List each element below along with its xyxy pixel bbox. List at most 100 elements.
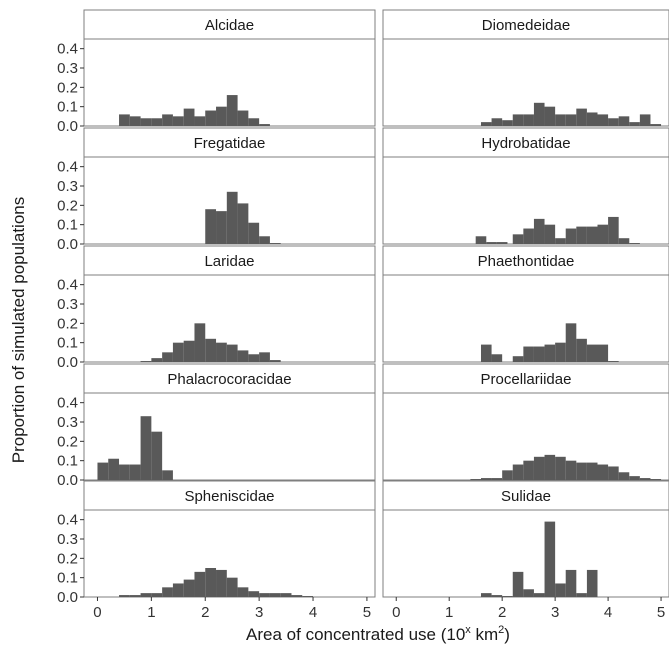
histogram-bar (502, 470, 513, 480)
facet-bars (480, 102, 662, 126)
histogram-bar (555, 342, 566, 362)
x-tick-label: 5 (363, 604, 371, 621)
y-axis-alcidae: 0.0 0.1 0.2 0.3 0.4 (57, 41, 84, 135)
x-tick-label: 2 (498, 604, 506, 621)
histogram-bar (237, 110, 249, 126)
histogram-bar (237, 350, 249, 362)
histogram-bar (129, 464, 141, 480)
x-tick-label: 5 (657, 604, 665, 621)
y-tick-label: 0.0 (57, 472, 78, 489)
histogram-bar (119, 464, 130, 480)
y-tick-label: 0.0 (57, 354, 78, 371)
histogram-bar (586, 462, 598, 480)
x-tick-label: 3 (551, 604, 559, 621)
facet-alcidae: Alcidae (83, 9, 376, 127)
histogram-bar (618, 116, 630, 126)
facet-strip-label: Diomedeidae (482, 17, 570, 34)
facet-spheniscidae: Spheniscidae (83, 480, 376, 598)
y-tick-label: 0.0 (57, 589, 78, 606)
x-axis-title-part2: km (471, 625, 498, 644)
y-tick-label: 0.1 (57, 335, 78, 352)
facet-bars (475, 216, 640, 244)
facet-strip (83, 9, 376, 40)
histogram-bar (608, 216, 619, 244)
histogram-bar (629, 476, 640, 480)
histogram-bar (533, 456, 545, 480)
histogram-bar (269, 593, 281, 597)
histogram-bar (194, 571, 206, 597)
facet-strip (382, 9, 669, 40)
histogram-bar (597, 464, 609, 480)
x-axis-col-1: 0 1 2 3 4 5 (93, 597, 371, 621)
histogram-bar (119, 595, 130, 597)
x-tick-label: 2 (201, 604, 209, 621)
facet-hydrobatidae: Hydrobatidae (382, 127, 669, 245)
facet-bars (480, 521, 598, 597)
facet-strip (382, 363, 669, 394)
histogram-bar (608, 361, 619, 362)
facet-plot-frame (83, 392, 376, 481)
y-tick-label: 0.1 (57, 570, 78, 587)
facet-fregatidae: Fregatidae (83, 127, 376, 245)
histogram-bar (151, 358, 163, 362)
histogram-bar (194, 116, 206, 126)
histogram-bar (302, 596, 314, 597)
facet-strip-label: Fregatidae (194, 135, 266, 152)
histogram-bar (608, 118, 619, 126)
histogram-bar (597, 114, 609, 126)
histogram-bar (486, 242, 497, 244)
y-tick-label: 0.2 (57, 79, 78, 96)
histogram-bar (480, 344, 492, 362)
histogram-bar (216, 106, 227, 126)
histogram-bar (205, 209, 217, 244)
histogram-bar (544, 106, 556, 126)
y-tick-label: 0.2 (57, 433, 78, 450)
histogram-bar (226, 344, 238, 362)
y-tick-label: 0.4 (57, 512, 78, 529)
histogram-bar (226, 95, 238, 126)
x-axis-title-part1: Area of concentrated use (10 (246, 625, 465, 644)
facet-strip-label: Spheniscidae (184, 488, 274, 505)
y-tick-label: 0.2 (57, 197, 78, 214)
facet-strip (382, 127, 669, 158)
y-tick-label: 0.4 (57, 159, 78, 176)
y-tick-label: 0.0 (57, 236, 78, 253)
histogram-bar (639, 114, 651, 126)
x-axes: 0 1 2 3 4 5 0 1 2 3 4 5 (93, 597, 665, 621)
histogram-bar (533, 218, 545, 244)
histogram-bar (480, 478, 492, 480)
histogram-bar (639, 478, 651, 480)
histogram-bar (586, 344, 598, 362)
histogram-bar (544, 521, 556, 597)
histogram-bar (491, 354, 503, 362)
histogram-bar (491, 118, 503, 126)
facet-strip (83, 127, 376, 158)
histogram-bar (512, 356, 524, 362)
histogram-bar (565, 569, 577, 597)
x-axis-title: Area of concentrated use (10x km2) (246, 624, 510, 644)
histogram-bar (576, 593, 587, 597)
x-tick-label: 0 (392, 604, 400, 621)
histogram-bar (496, 242, 508, 244)
y-tick-label: 0.1 (57, 453, 78, 470)
histogram-bar (555, 114, 566, 126)
histogram-bar (216, 342, 227, 362)
histogram-bar (129, 116, 141, 126)
histogram-bar (172, 116, 184, 126)
y-axis-phalacrocoracidae: 0.0 0.1 0.2 0.3 0.4 (57, 395, 84, 489)
histogram-bar (523, 228, 534, 244)
histogram-bar (523, 346, 534, 362)
histogram-bar (576, 226, 587, 244)
histogram-bar (162, 470, 173, 480)
histogram-bar (237, 203, 249, 244)
y-axis-title: Proportion of simulated populations (9, 197, 28, 464)
histogram-bar (533, 593, 545, 597)
histogram-bar (205, 568, 217, 597)
facet-strip-label: Sulidae (501, 488, 551, 505)
x-tick-label: 1 (445, 604, 453, 621)
facet-procellariidae: Procellariidae (382, 363, 669, 481)
histogram-bar (140, 593, 152, 597)
histogram-bar (226, 577, 238, 597)
facet-strip (83, 245, 376, 276)
histogram-bar (291, 595, 303, 597)
